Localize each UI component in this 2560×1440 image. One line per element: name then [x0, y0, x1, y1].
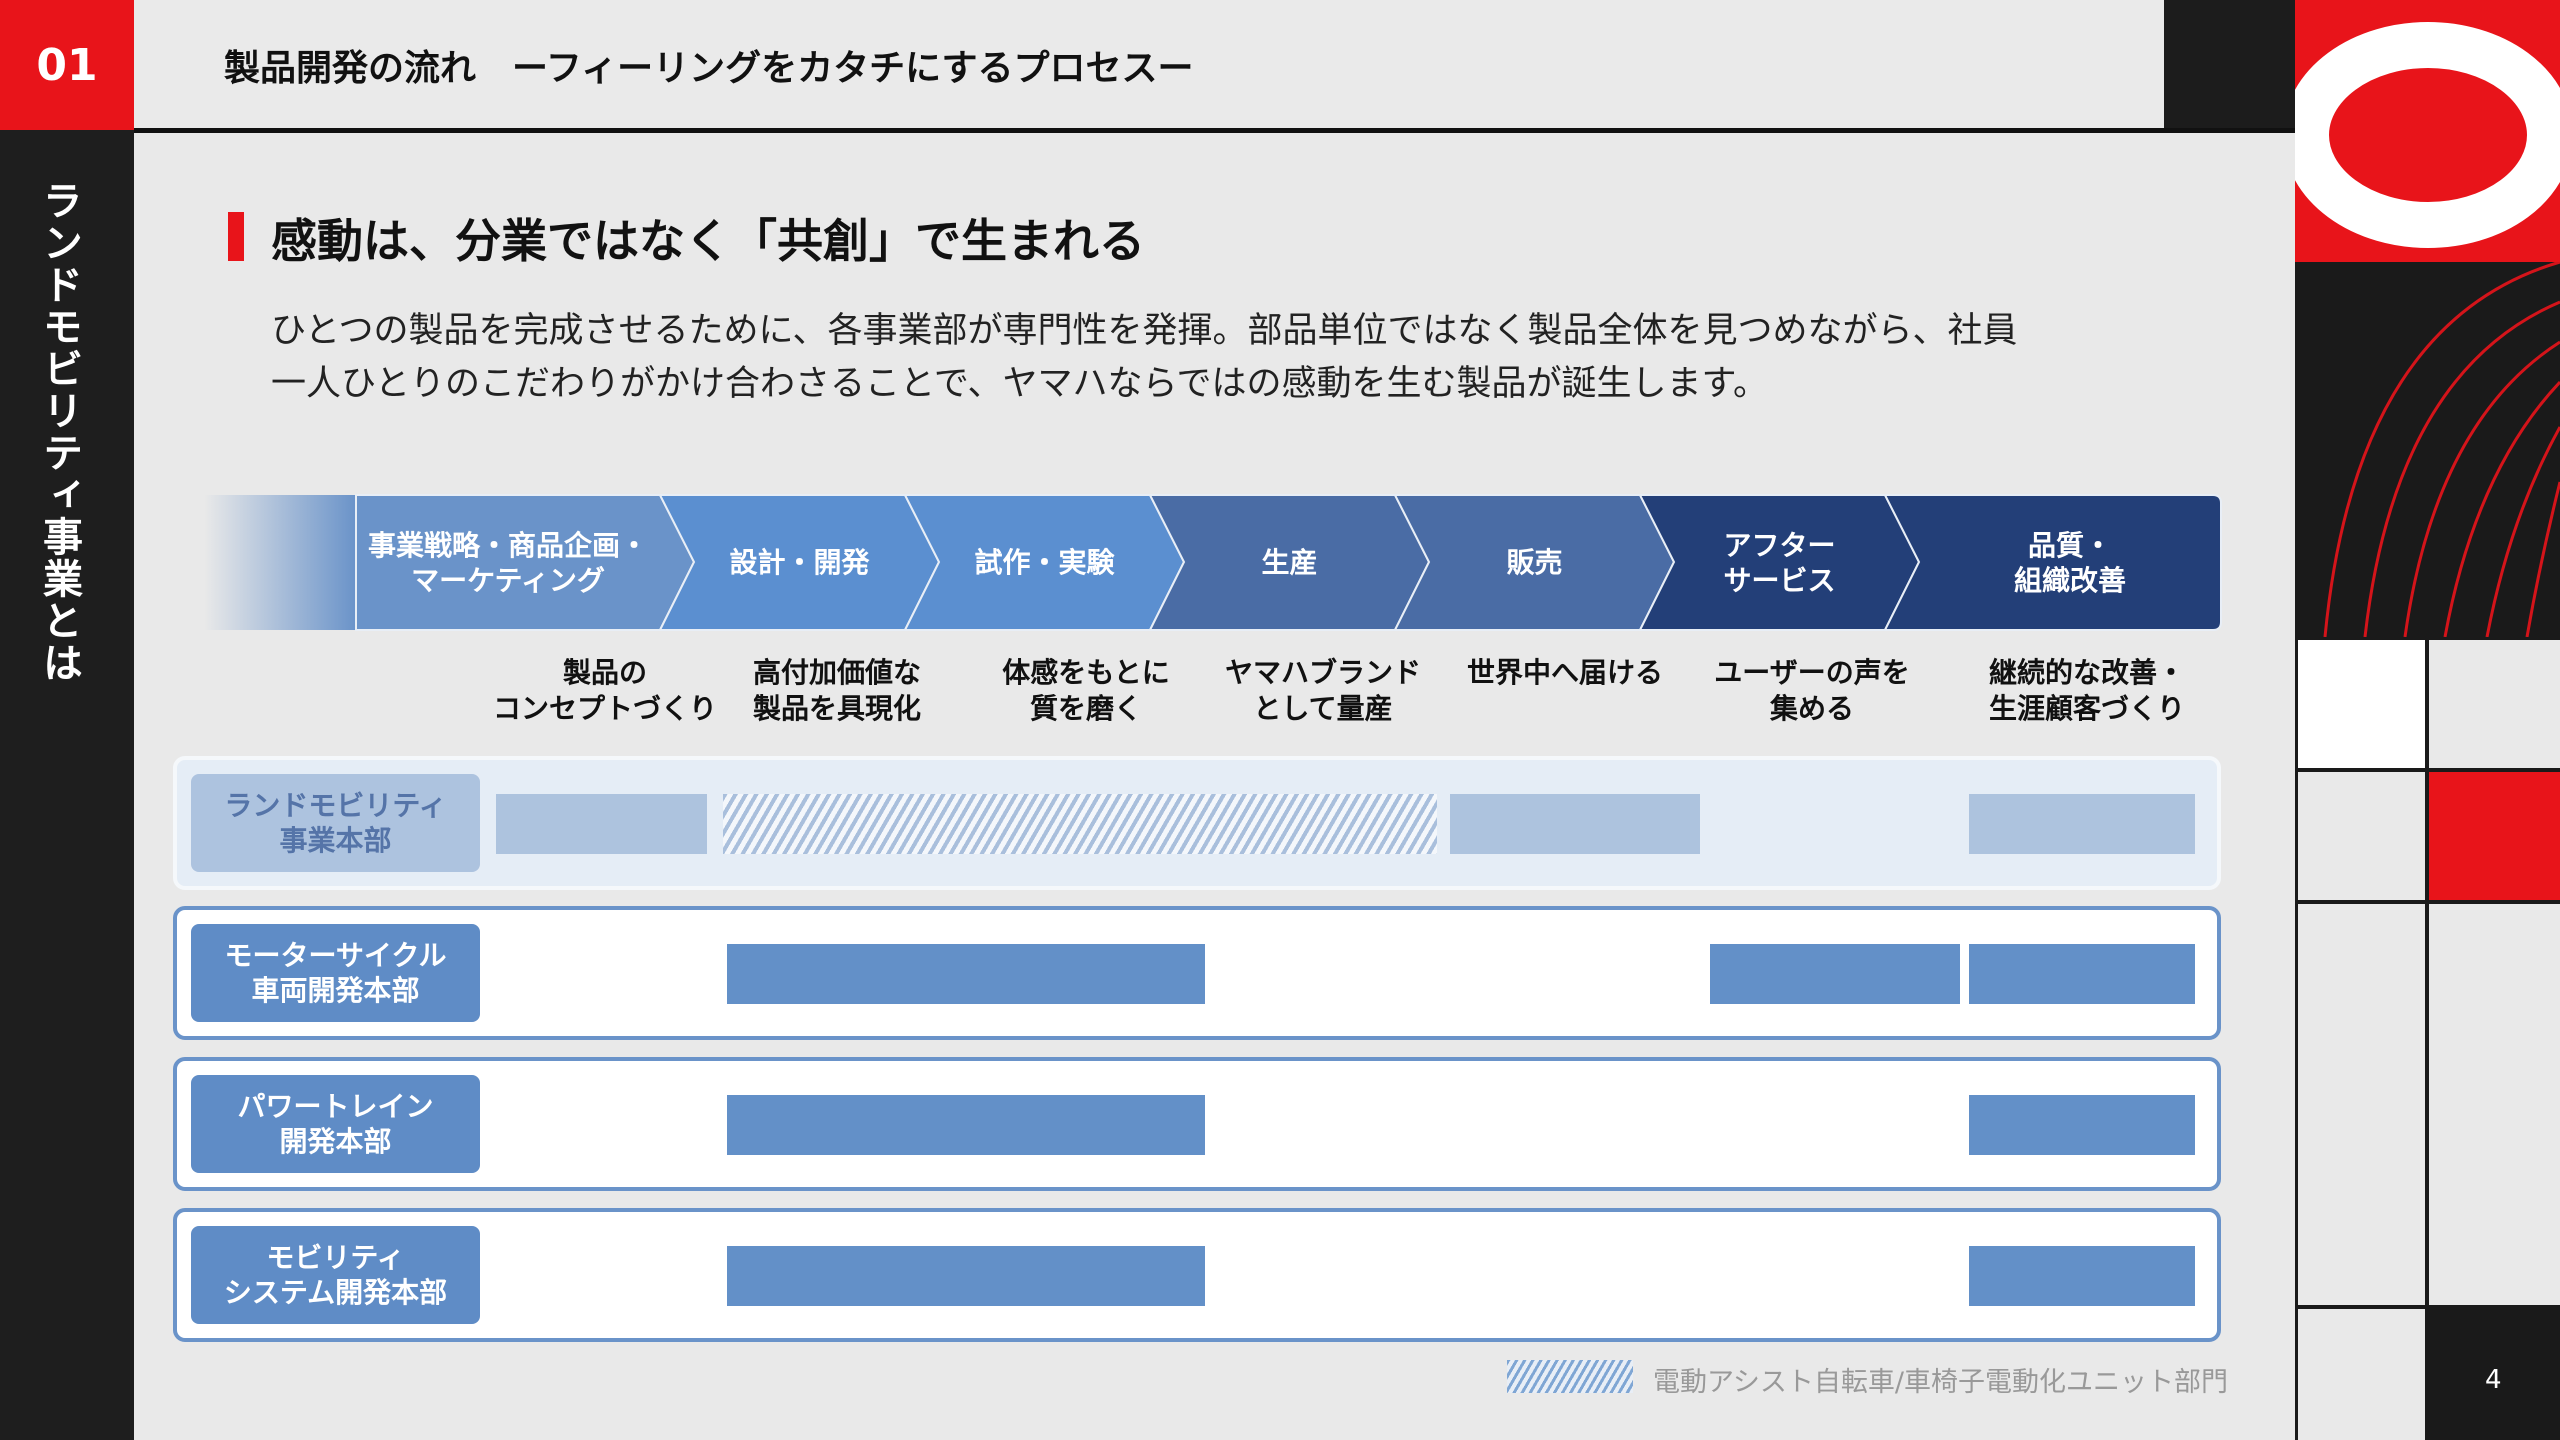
page-number: 4: [2485, 1365, 2502, 1395]
involvement-bar: [1710, 944, 1960, 1004]
stage-description: 世界中へ届ける: [1466, 656, 1663, 689]
stage-description: 高付加価値な 製品を具現化: [752, 656, 921, 726]
involvement-bar: [1969, 1095, 2195, 1155]
stage-label: 販売: [1506, 546, 1563, 579]
page-title: 製品開発の流れ ーフィーリングをカタチにするプロセスー: [134, 0, 2164, 130]
department-row: モーターサイクル 車両開発本部: [173, 906, 2221, 1040]
involvement-bar: [727, 944, 1205, 1004]
grid-cell: [2298, 772, 2425, 900]
department-label: モーターサイクル 車両開発本部: [191, 924, 480, 1022]
grid-cell: [2298, 904, 2425, 1305]
department-label: モビリティ システム開発本部: [191, 1226, 480, 1324]
stage-label: 事業戦略・商品企画・ マーケティング: [367, 528, 648, 597]
legend-label: 電動アシスト自転車/車椅子電動化ユニット部門: [1653, 1367, 2229, 1398]
stage-description: 製品の コンセプトづくり: [492, 656, 717, 726]
stage-label: 生産: [1261, 546, 1318, 579]
grid-cell: [2298, 1309, 2425, 1440]
stage-label: 品質・ 組織改善: [2013, 528, 2126, 597]
body-text-line: ひとつの製品を完成させるために、各事業部が専門性を発揮。部品単位ではなく製品全体…: [271, 311, 2018, 351]
stage-description: ユーザーの声を 集める: [1714, 656, 1910, 726]
ring-block: [2283, 0, 2560, 262]
involvement-bar: [727, 1246, 1205, 1306]
stage-description: ヤマハブランド として量産: [1224, 656, 1421, 726]
sidebar: ランドモビリティ事業とは: [0, 130, 134, 1440]
body-text-line: 一人ひとりのこだわりがかけ合わさることで、ヤマハならではの感動を生む製品が誕生し…: [271, 364, 1768, 404]
stage-label: 試作・実験: [974, 546, 1115, 579]
grid-cell: [2298, 640, 2425, 768]
header-block: [2164, 0, 2295, 130]
stage-chevron: [1883, 494, 2222, 631]
department-row: ランドモビリティ 事業本部: [173, 756, 2221, 890]
headline-marker: [228, 212, 244, 261]
stage-description: 継続的な改善・ 生涯顧客づくり: [1988, 656, 2185, 726]
department-row: パワートレイン 開発本部: [173, 1057, 2221, 1191]
arcs-icon: [2323, 262, 2560, 637]
legend-hatch-swatch: [1507, 1360, 1633, 1393]
section-number: 01: [0, 0, 134, 130]
involvement-bar: [1450, 794, 1700, 854]
involvement-bar: [496, 794, 707, 854]
chevron-fade: [204, 495, 356, 630]
grid-cell: [2429, 904, 2560, 1305]
stage-label: アフター サービス: [1723, 528, 1836, 597]
involvement-bar: [727, 1095, 1205, 1155]
stage-description: 体感をもとに 質を磨く: [1002, 656, 1170, 726]
involvement-bar-hatched: [723, 794, 1437, 854]
header-divider: [134, 128, 2295, 133]
headline: 感動は、分業ではなく「共創」で生まれる: [271, 214, 1145, 268]
department-row: モビリティ システム開発本部: [173, 1208, 2221, 1342]
decorative-panel: 4: [2283, 0, 2560, 1440]
involvement-bar: [1969, 794, 2195, 854]
grid-cell: [2429, 640, 2560, 768]
involvement-bar: [1969, 944, 2195, 1004]
ring-icon: [2283, 22, 2560, 248]
involvement-bar: [1969, 1246, 2195, 1306]
sidebar-label: ランドモビリティ事業とは: [36, 180, 82, 684]
department-label: ランドモビリティ 事業本部: [191, 774, 480, 872]
department-label: パワートレイン 開発本部: [191, 1075, 480, 1173]
stage-label: 設計・開発: [729, 546, 870, 579]
grid-cell: [2429, 772, 2560, 900]
